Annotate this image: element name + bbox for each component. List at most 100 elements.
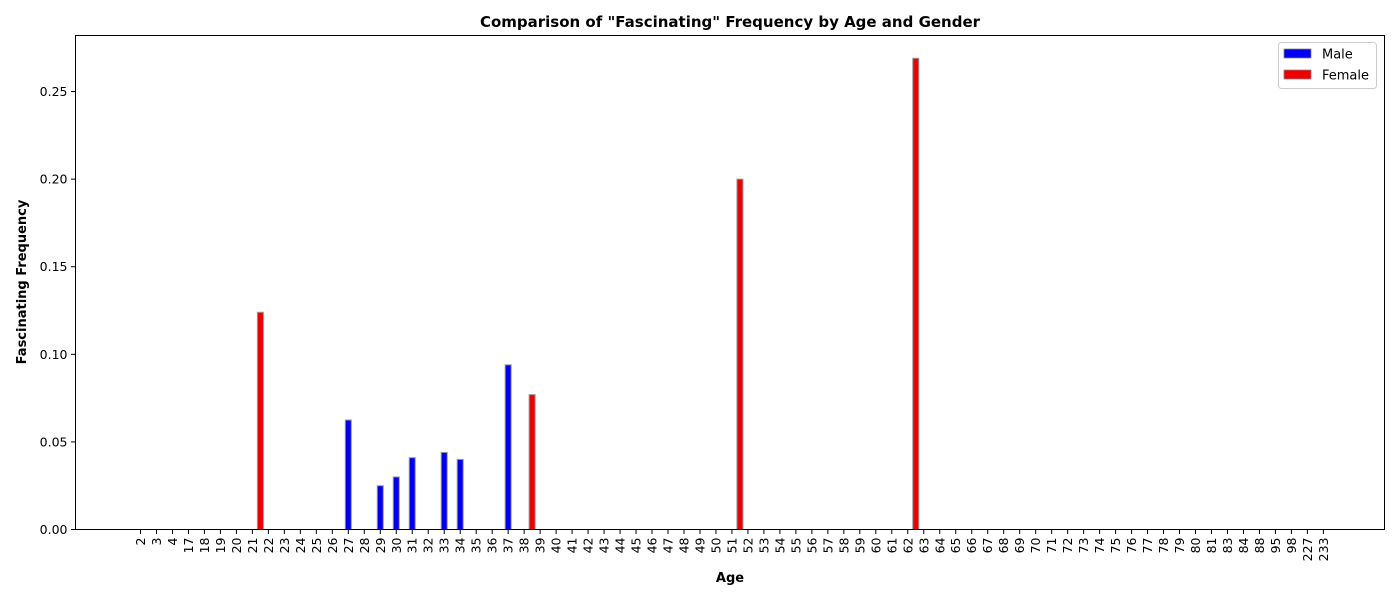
x-tick-label: 83 <box>1220 538 1235 554</box>
x-tick-label: 65 <box>948 538 963 554</box>
x-tick-label: 52 <box>740 538 755 554</box>
x-axis: 2 3 4 17 18 19 20 21 22 23 24 25 26 27 28 29 30 31 32 33 34 3… <box>133 529 1331 562</box>
x-tick-label: 53 <box>756 538 771 554</box>
y-tick-label: 0.15 <box>40 259 68 274</box>
x-tick-label: 59 <box>852 537 867 553</box>
x-tick-label: 22 <box>261 538 276 554</box>
x-tick-label: 227 <box>1300 538 1315 562</box>
x-tick-label: 31 <box>405 538 420 554</box>
legend-swatch-male <box>1283 48 1312 59</box>
x-tick-label: 40 <box>549 537 564 553</box>
x-tick-label: 18 <box>197 537 212 553</box>
x-tick-label: 38 <box>517 537 532 553</box>
x-tick-label: 3 <box>149 538 164 546</box>
x-tick-label: 46 <box>645 537 660 553</box>
x-axis-label: Age <box>716 571 744 586</box>
x-tick-label: 47 <box>661 538 676 554</box>
x-tick-label: 36 <box>485 537 500 553</box>
x-tick-label: 50 <box>708 537 723 553</box>
x-tick-label: 32 <box>421 538 436 554</box>
x-tick-label: 42 <box>581 538 596 554</box>
x-tick-label: 79 <box>1172 537 1187 553</box>
x-tick-label: 17 <box>181 538 196 554</box>
bar-male-29 <box>376 485 384 531</box>
legend-label-male: Male <box>1322 48 1353 63</box>
x-tick-label: 25 <box>309 538 324 554</box>
x-tick-label: 51 <box>724 538 739 554</box>
x-tick-label: 29 <box>373 537 388 553</box>
x-tick-label: 70 <box>1028 537 1043 553</box>
y-tick-label: 0.20 <box>40 172 68 187</box>
x-tick-label: 43 <box>597 538 612 554</box>
bar-female-21 <box>256 311 264 531</box>
x-tick-label: 233 <box>1316 538 1331 562</box>
x-tick-label: 35 <box>469 538 484 554</box>
x-tick-label: 63 <box>916 538 931 554</box>
x-tick-label: 26 <box>325 537 340 553</box>
x-tick-label: 62 <box>900 538 915 554</box>
bar-male-27 <box>344 419 352 531</box>
plot-area <box>256 57 920 531</box>
x-tick-label: 61 <box>884 538 899 554</box>
y-tick-label: 0.05 <box>40 434 68 449</box>
x-tick-label: 54 <box>772 537 787 553</box>
x-tick-label: 44 <box>613 537 628 553</box>
x-tick-label: 77 <box>1140 538 1155 554</box>
x-tick-label: 55 <box>788 538 803 554</box>
x-tick-label: 27 <box>341 538 356 554</box>
x-tick-label: 95 <box>1268 538 1283 554</box>
x-tick-label: 48 <box>676 537 691 553</box>
x-tick-label: 30 <box>389 537 404 553</box>
bar-female-62 <box>912 57 920 531</box>
x-tick-label: 19 <box>213 537 228 553</box>
bar-male-34 <box>456 458 464 530</box>
x-tick-label: 68 <box>996 537 1011 553</box>
x-tick-label: 24 <box>293 537 308 553</box>
y-tick-label: 0.00 <box>40 522 68 537</box>
x-tick-label: 34 <box>453 537 468 553</box>
x-tick-label: 75 <box>1108 538 1123 554</box>
legend-label-female: Female <box>1322 69 1369 84</box>
plot-frame <box>75 35 1385 530</box>
bar-female-38 <box>528 394 536 530</box>
x-tick-label: 88 <box>1252 537 1267 553</box>
x-tick-label: 81 <box>1204 538 1219 554</box>
x-tick-label: 69 <box>1012 537 1027 553</box>
x-tick-label: 45 <box>629 538 644 554</box>
x-tick-label: 21 <box>245 538 260 554</box>
x-tick-label: 74 <box>1092 537 1107 553</box>
x-tick-label: 80 <box>1188 537 1203 553</box>
x-tick-label: 4 <box>165 537 180 545</box>
x-tick-label: 60 <box>868 537 883 553</box>
x-tick-label: 2 <box>133 538 148 546</box>
chart-title: Comparison of "Fascinating" Frequency by… <box>480 13 981 31</box>
x-tick-label: 67 <box>980 538 995 554</box>
x-tick-label: 72 <box>1060 538 1075 554</box>
legend: Male Female <box>1278 42 1377 89</box>
x-tick-label: 28 <box>357 537 372 553</box>
x-tick-label: 37 <box>501 538 516 554</box>
x-tick-label: 20 <box>229 537 244 553</box>
x-tick-label: 58 <box>836 537 851 553</box>
x-tick-label: 49 <box>692 537 707 553</box>
x-tick-label: 84 <box>1236 537 1251 553</box>
y-axis: 0.00 0.05 0.10 0.15 0.20 0.25 <box>40 84 76 537</box>
bar-female-51 <box>736 178 744 530</box>
y-axis-label: Fascinating Frequency <box>15 199 30 364</box>
x-tick-label: 23 <box>277 538 292 554</box>
x-tick-label: 76 <box>1124 537 1139 553</box>
y-tick-label: 0.10 <box>40 347 68 362</box>
x-tick-label: 39 <box>533 537 548 553</box>
y-tick-label: 0.25 <box>40 84 68 99</box>
x-tick-label: 71 <box>1044 538 1059 554</box>
x-tick-label: 56 <box>804 537 819 553</box>
legend-swatch-female <box>1283 69 1312 80</box>
bar-male-30 <box>392 476 400 530</box>
bar-male-33 <box>440 451 448 531</box>
x-tick-label: 73 <box>1076 538 1091 554</box>
x-tick-label: 33 <box>437 538 452 554</box>
bar-male-31 <box>408 457 416 530</box>
x-tick-label: 64 <box>932 537 947 553</box>
x-tick-label: 66 <box>964 537 979 553</box>
